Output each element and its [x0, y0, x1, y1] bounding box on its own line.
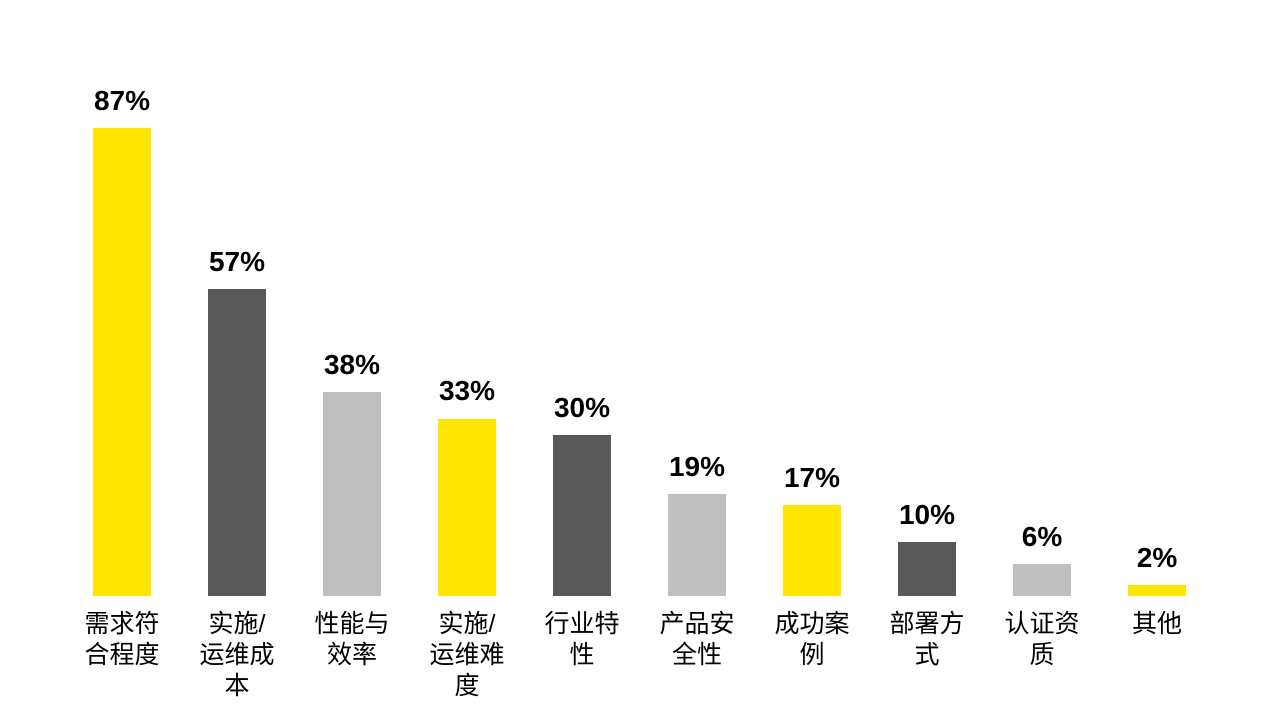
bar-category-label: 产品安 全性 — [659, 610, 735, 669]
bar-category-label: 实施/ 运维难 度 — [429, 610, 505, 700]
bar-group: 19% 产品安 全性 — [639, 0, 755, 720]
bar-value-label: 19% — [668, 450, 726, 482]
bar-group: 6% 认证资 质 — [984, 0, 1100, 720]
bar-value-label: 17% — [783, 461, 841, 493]
bar — [1128, 585, 1186, 596]
bar-group: 2% 其他 — [1099, 0, 1215, 720]
bar-category-label: 认证资 质 — [1004, 610, 1080, 669]
bar — [783, 504, 841, 596]
bar-group: 87% 需求符 合程度 — [64, 0, 180, 720]
bar — [668, 493, 726, 596]
bar-value-label: 87% — [93, 85, 151, 116]
bar-category-label: 部署方 式 — [889, 610, 965, 669]
bar-value-label: 2% — [1136, 542, 1178, 574]
bar — [438, 418, 496, 596]
bar-value-label: 57% — [208, 246, 266, 278]
bar-value-label: 30% — [553, 391, 611, 423]
bar — [208, 289, 266, 596]
bar-category-label: 其他 — [1131, 610, 1182, 638]
bar-category-label: 成功案 例 — [774, 610, 850, 669]
bar-category-label: 实施/ 运维成 本 — [199, 610, 275, 700]
bar-group: 33% 实施/ 运维难 度 — [409, 0, 525, 720]
bar-category-label: 需求符 合程度 — [84, 610, 160, 669]
bar-category-label: 性能与 效率 — [314, 610, 390, 669]
bar-value-label: 10% — [898, 499, 956, 531]
bar — [323, 391, 381, 596]
bar-value-label: 6% — [1021, 520, 1063, 552]
bar-group: 10% 部署方 式 — [869, 0, 985, 720]
bar-group: 30% 行业特 性 — [524, 0, 640, 720]
bar — [93, 128, 151, 596]
bar-group: 17% 成功案 例 — [754, 0, 870, 720]
bar-group: 57% 实施/ 运维成 本 — [179, 0, 295, 720]
bar-category-label: 行业特 性 — [544, 610, 620, 669]
bar — [553, 434, 611, 596]
bar — [898, 542, 956, 596]
bar-group: 38% 性能与 效率 — [294, 0, 410, 720]
bar-value-label: 33% — [438, 375, 496, 407]
bar-value-label: 38% — [323, 348, 381, 380]
bar — [1013, 563, 1071, 596]
